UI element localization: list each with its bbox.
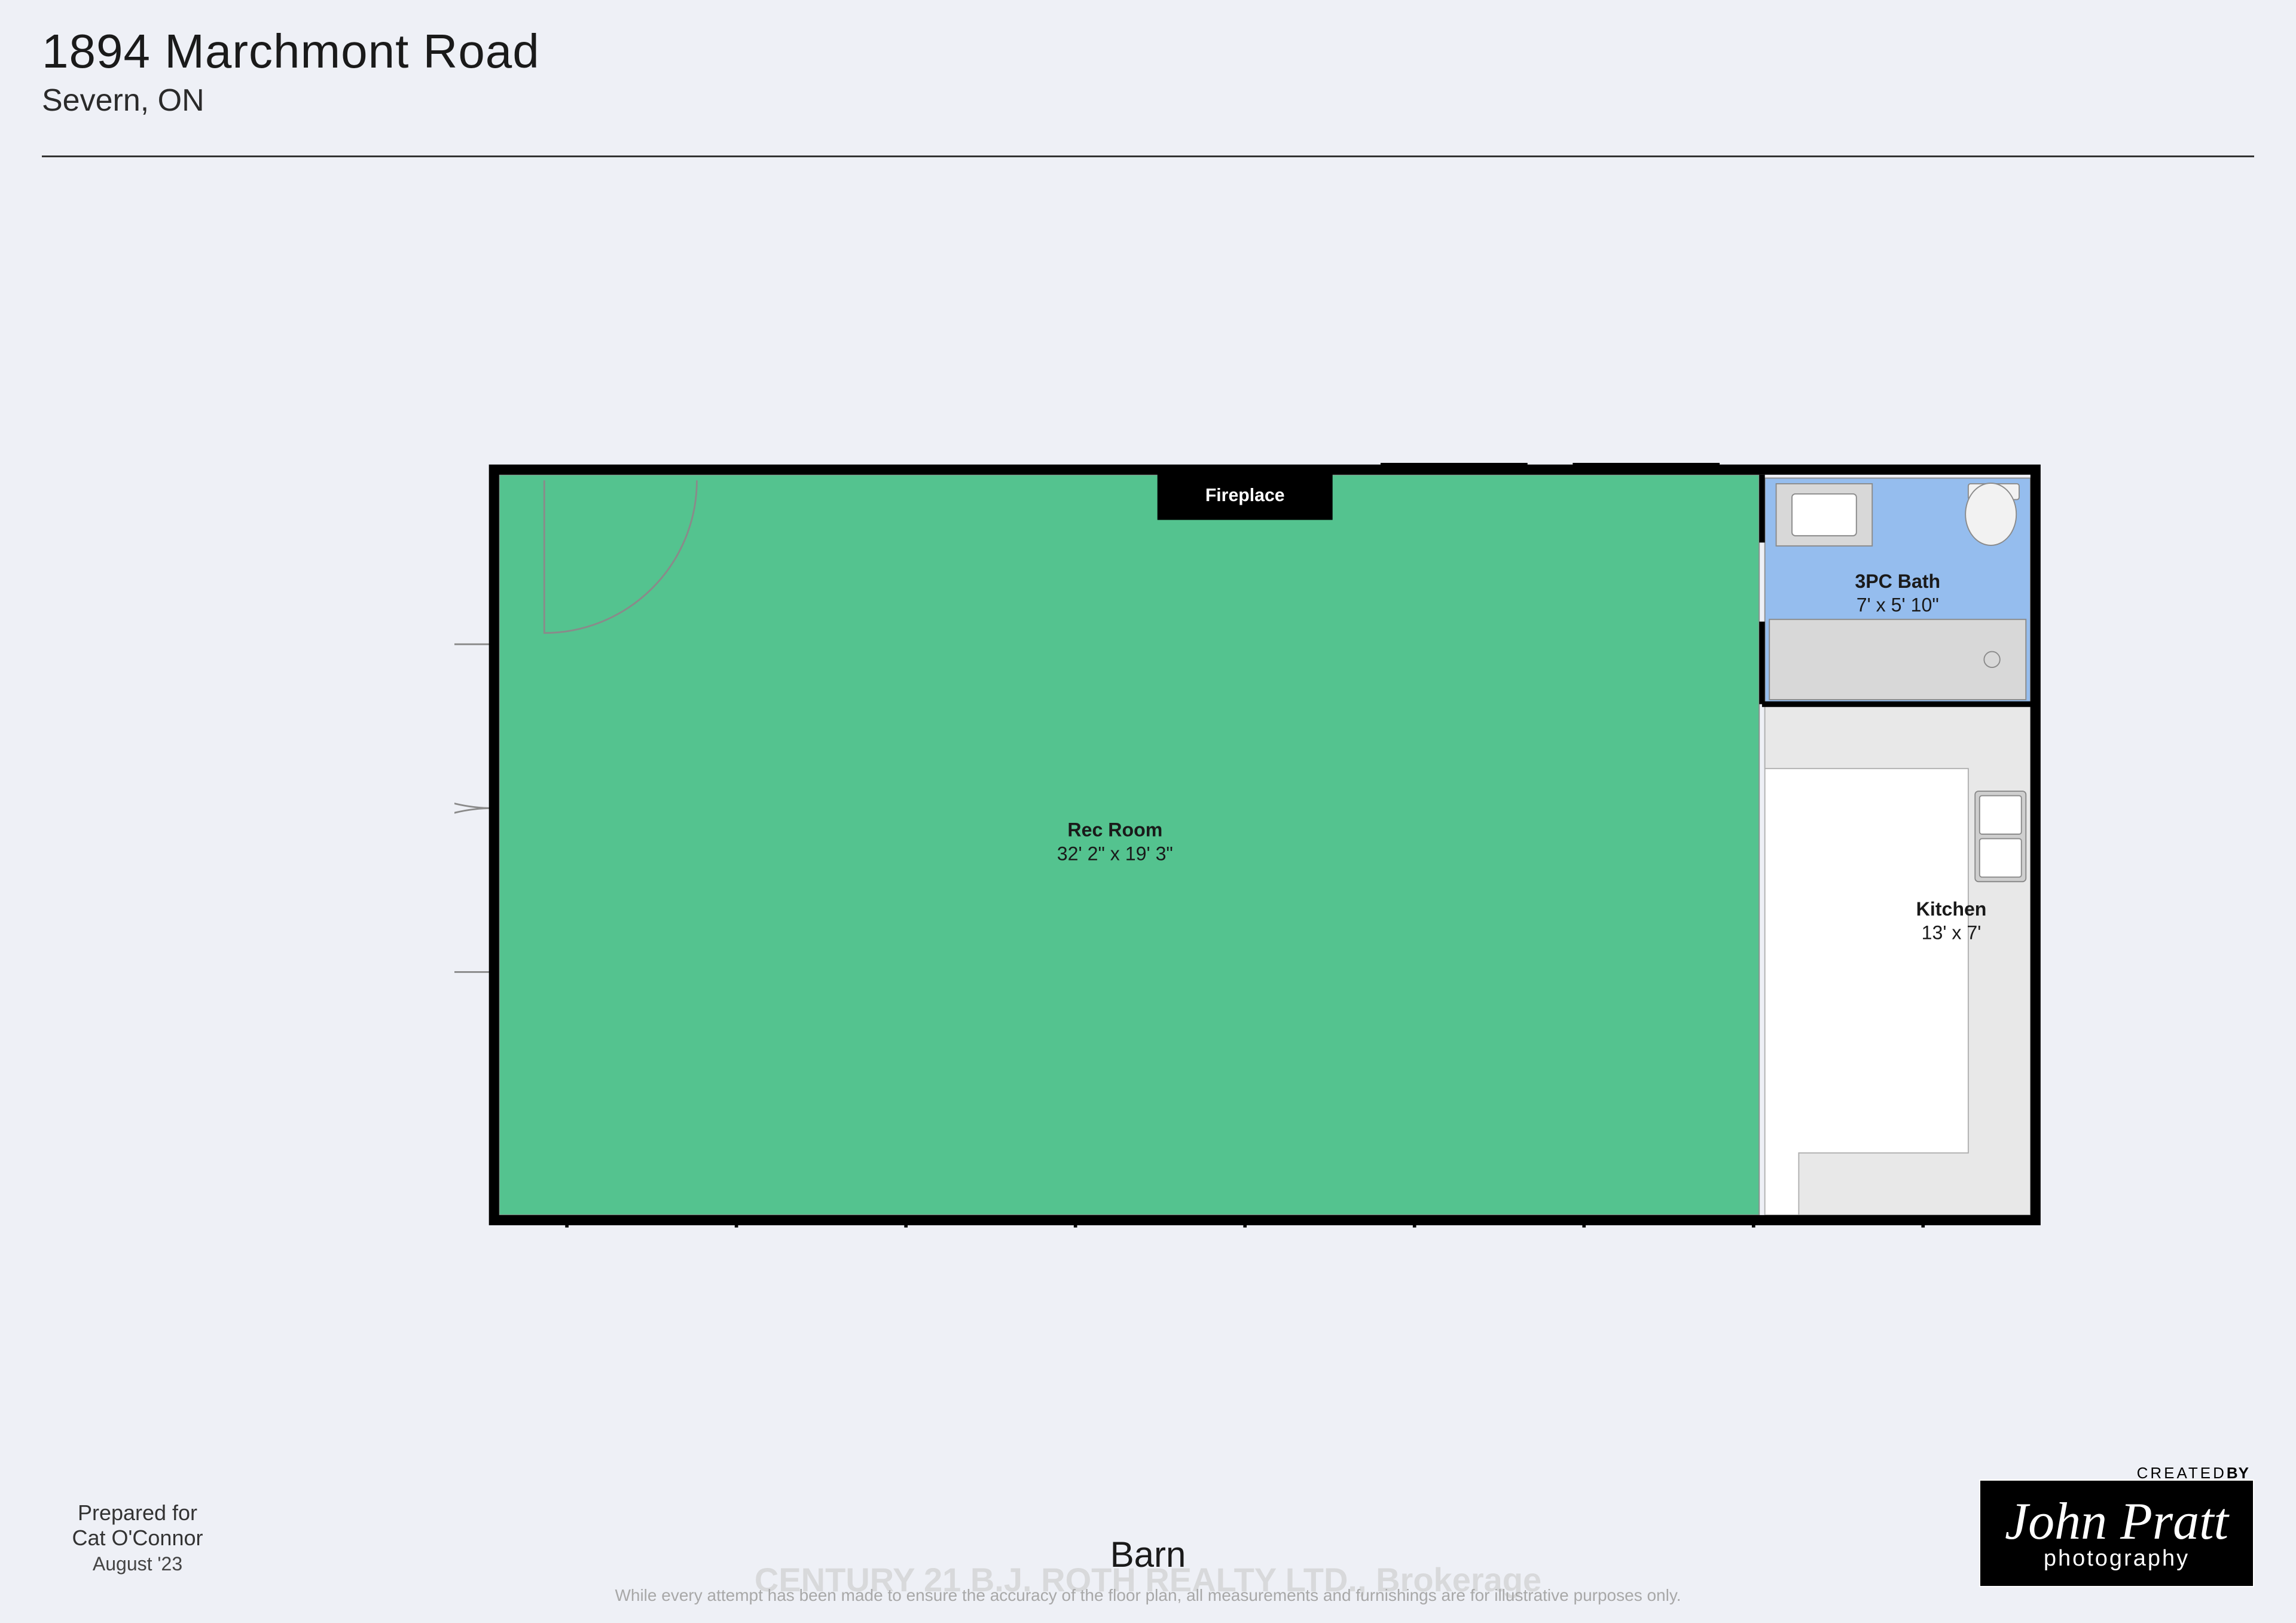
created-by-label: CREATEDBY — [2137, 1464, 2249, 1482]
created-by-word: CREATED — [2137, 1464, 2227, 1482]
svg-text:Fireplace: Fireplace — [1205, 486, 1285, 505]
kitchen-sink-icon — [1975, 791, 2026, 881]
page-root: 1894 Marchmont Road Severn, ON Fireplace — [0, 0, 2296, 1623]
credit-badge: CREATEDBY John Pratt photography — [1979, 1479, 2254, 1587]
header-divider — [42, 155, 2254, 157]
floor-plan: Fireplace Rec Room32' 2" x 19' 3" 3PC Bat… — [454, 452, 2081, 1255]
prepared-name: Cat O'Connor — [48, 1526, 227, 1551]
credit-name: John Pratt — [2005, 1496, 2228, 1548]
bath-shower-icon — [1769, 620, 2026, 700]
disclaimer-text: While every attempt has been made to ens… — [615, 1586, 1681, 1605]
created-by-bold: BY — [2227, 1464, 2249, 1482]
credit-tag: photography — [2044, 1546, 2190, 1572]
header-block: 1894 Marchmont Road Severn, ON — [42, 24, 540, 118]
svg-text:7' x 5' 10": 7' x 5' 10" — [1857, 594, 1939, 616]
svg-text:32' 2" x 19' 3": 32' 2" x 19' 3" — [1057, 843, 1173, 864]
bath-sink-icon — [1776, 484, 1873, 546]
floor-plan-svg: Fireplace Rec Room32' 2" x 19' 3" 3PC Bat… — [454, 452, 2081, 1255]
address-title: 1894 Marchmont Road — [42, 24, 540, 79]
svg-text:3PC Bath: 3PC Bath — [1855, 571, 1940, 592]
prepared-for-block: Prepared for Cat O'Connor August '23 — [48, 1500, 227, 1575]
svg-text:13' x 7': 13' x 7' — [1922, 922, 1981, 944]
svg-text:Kitchen: Kitchen — [1916, 898, 1987, 920]
address-subtitle: Severn, ON — [42, 83, 540, 118]
prepared-label: Prepared for — [48, 1500, 227, 1526]
svg-text:Rec Room: Rec Room — [1067, 819, 1162, 841]
fireplace-block: Fireplace — [1158, 469, 1333, 520]
prepared-date: August '23 — [48, 1553, 227, 1575]
